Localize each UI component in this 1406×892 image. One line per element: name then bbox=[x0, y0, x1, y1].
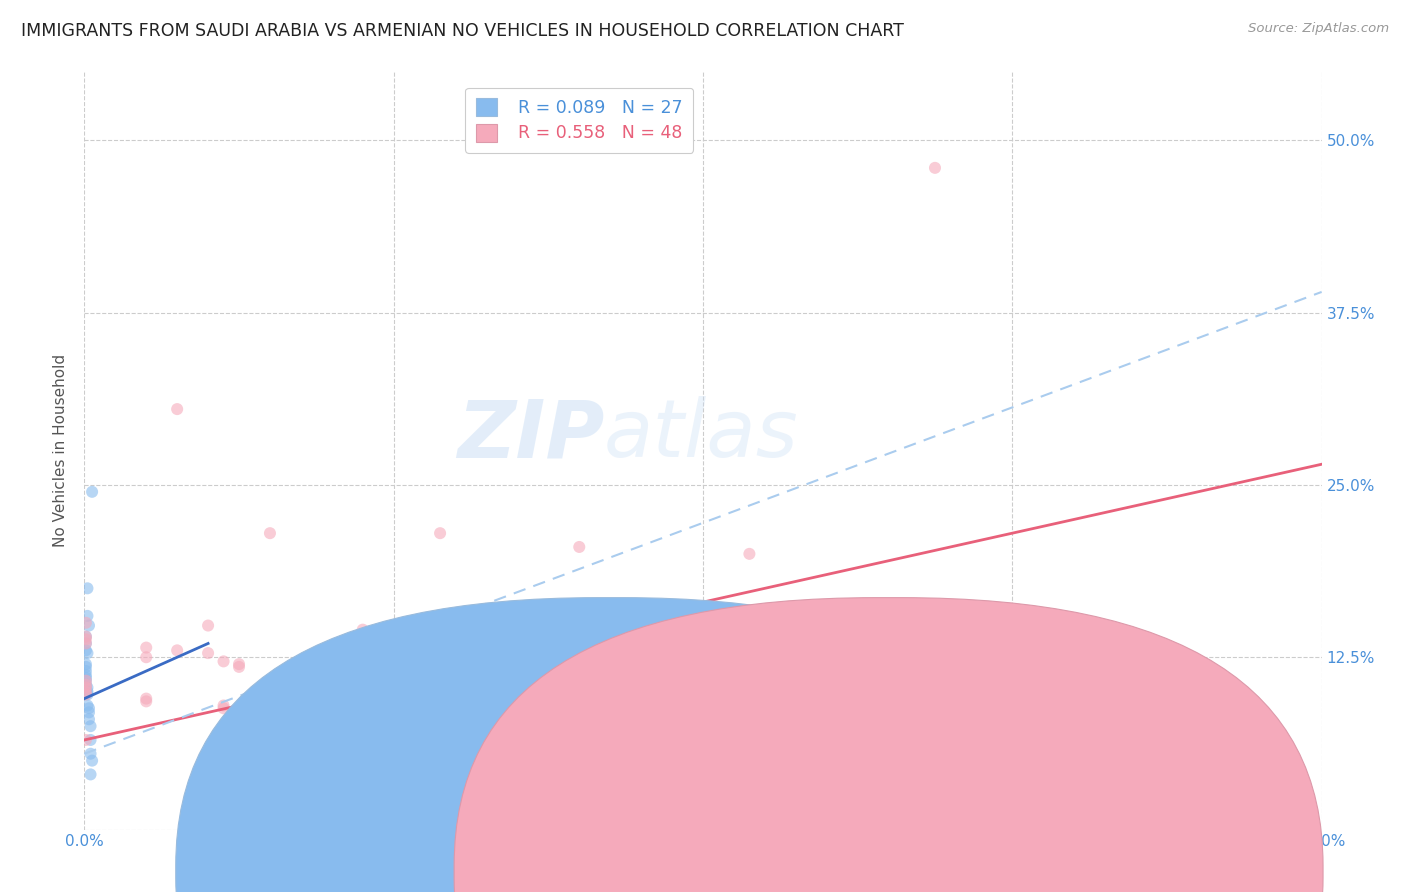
Point bbox=[413, 722, 436, 736]
Point bbox=[75, 678, 97, 692]
Point bbox=[75, 636, 97, 650]
Point bbox=[75, 688, 97, 702]
Point bbox=[336, 714, 359, 729]
Point bbox=[75, 673, 97, 688]
Point bbox=[79, 747, 101, 761]
Point bbox=[738, 547, 761, 561]
Point bbox=[290, 737, 312, 751]
Point bbox=[228, 660, 250, 674]
Point bbox=[924, 161, 946, 175]
Legend:   R = 0.089   N = 27,   R = 0.558   N = 48: R = 0.089 N = 27, R = 0.558 N = 48 bbox=[465, 87, 693, 153]
Text: ZIP: ZIP bbox=[457, 396, 605, 475]
Point bbox=[79, 719, 101, 733]
Point bbox=[522, 742, 544, 756]
Point bbox=[76, 608, 98, 623]
Point bbox=[228, 657, 250, 672]
Point bbox=[212, 698, 235, 713]
Point bbox=[76, 688, 98, 702]
Point bbox=[75, 678, 97, 692]
Point bbox=[77, 618, 100, 632]
Point bbox=[212, 654, 235, 668]
Point bbox=[135, 640, 157, 655]
Point bbox=[630, 751, 652, 765]
Point bbox=[82, 484, 104, 499]
Point bbox=[75, 664, 97, 678]
Point bbox=[135, 650, 157, 665]
Text: atlas: atlas bbox=[605, 396, 799, 475]
Point bbox=[75, 668, 97, 682]
Point bbox=[429, 526, 451, 541]
Point bbox=[76, 681, 98, 695]
Point bbox=[290, 660, 312, 674]
Text: Source: ZipAtlas.com: Source: ZipAtlas.com bbox=[1249, 22, 1389, 36]
Point bbox=[506, 739, 529, 754]
Point bbox=[228, 708, 250, 723]
Point bbox=[336, 712, 359, 726]
Text: Armenians: Armenians bbox=[915, 863, 997, 877]
Point bbox=[75, 657, 97, 672]
Point bbox=[76, 684, 98, 698]
Point bbox=[79, 767, 101, 781]
Point bbox=[135, 691, 157, 706]
Point bbox=[630, 668, 652, 682]
Point bbox=[166, 402, 188, 417]
Point bbox=[75, 684, 97, 698]
Point bbox=[352, 623, 374, 637]
Point bbox=[79, 733, 101, 747]
Point bbox=[82, 754, 104, 768]
Point bbox=[77, 706, 100, 720]
Point bbox=[75, 632, 97, 647]
Point bbox=[75, 671, 97, 685]
Point bbox=[75, 643, 97, 657]
Point bbox=[75, 733, 97, 747]
Point bbox=[75, 681, 97, 695]
Point bbox=[290, 664, 312, 678]
Point bbox=[197, 618, 219, 632]
Point bbox=[166, 643, 188, 657]
Point bbox=[614, 747, 637, 761]
Point bbox=[75, 636, 97, 650]
Point bbox=[212, 701, 235, 715]
Point bbox=[77, 701, 100, 715]
Point bbox=[413, 726, 436, 740]
Y-axis label: No Vehicles in Household: No Vehicles in Household bbox=[53, 354, 69, 547]
Point bbox=[831, 671, 853, 685]
Point bbox=[76, 582, 98, 596]
Point bbox=[75, 660, 97, 674]
Text: IMMIGRANTS FROM SAUDI ARABIA VS ARMENIAN NO VEHICLES IN HOUSEHOLD CORRELATION CH: IMMIGRANTS FROM SAUDI ARABIA VS ARMENIAN… bbox=[21, 22, 904, 40]
Point bbox=[75, 615, 97, 630]
Point bbox=[336, 664, 359, 678]
Point bbox=[568, 540, 591, 554]
Point bbox=[77, 712, 100, 726]
Point bbox=[352, 719, 374, 733]
Point bbox=[382, 668, 405, 682]
Point bbox=[738, 671, 761, 685]
Text: Immigrants from Saudi Arabia: Immigrants from Saudi Arabia bbox=[588, 863, 818, 877]
Point bbox=[75, 630, 97, 644]
Point bbox=[197, 646, 219, 660]
Point bbox=[259, 526, 281, 541]
Point bbox=[75, 630, 97, 644]
Point bbox=[76, 646, 98, 660]
Point bbox=[135, 694, 157, 708]
Point bbox=[228, 706, 250, 720]
Point bbox=[76, 698, 98, 713]
Point bbox=[75, 673, 97, 688]
